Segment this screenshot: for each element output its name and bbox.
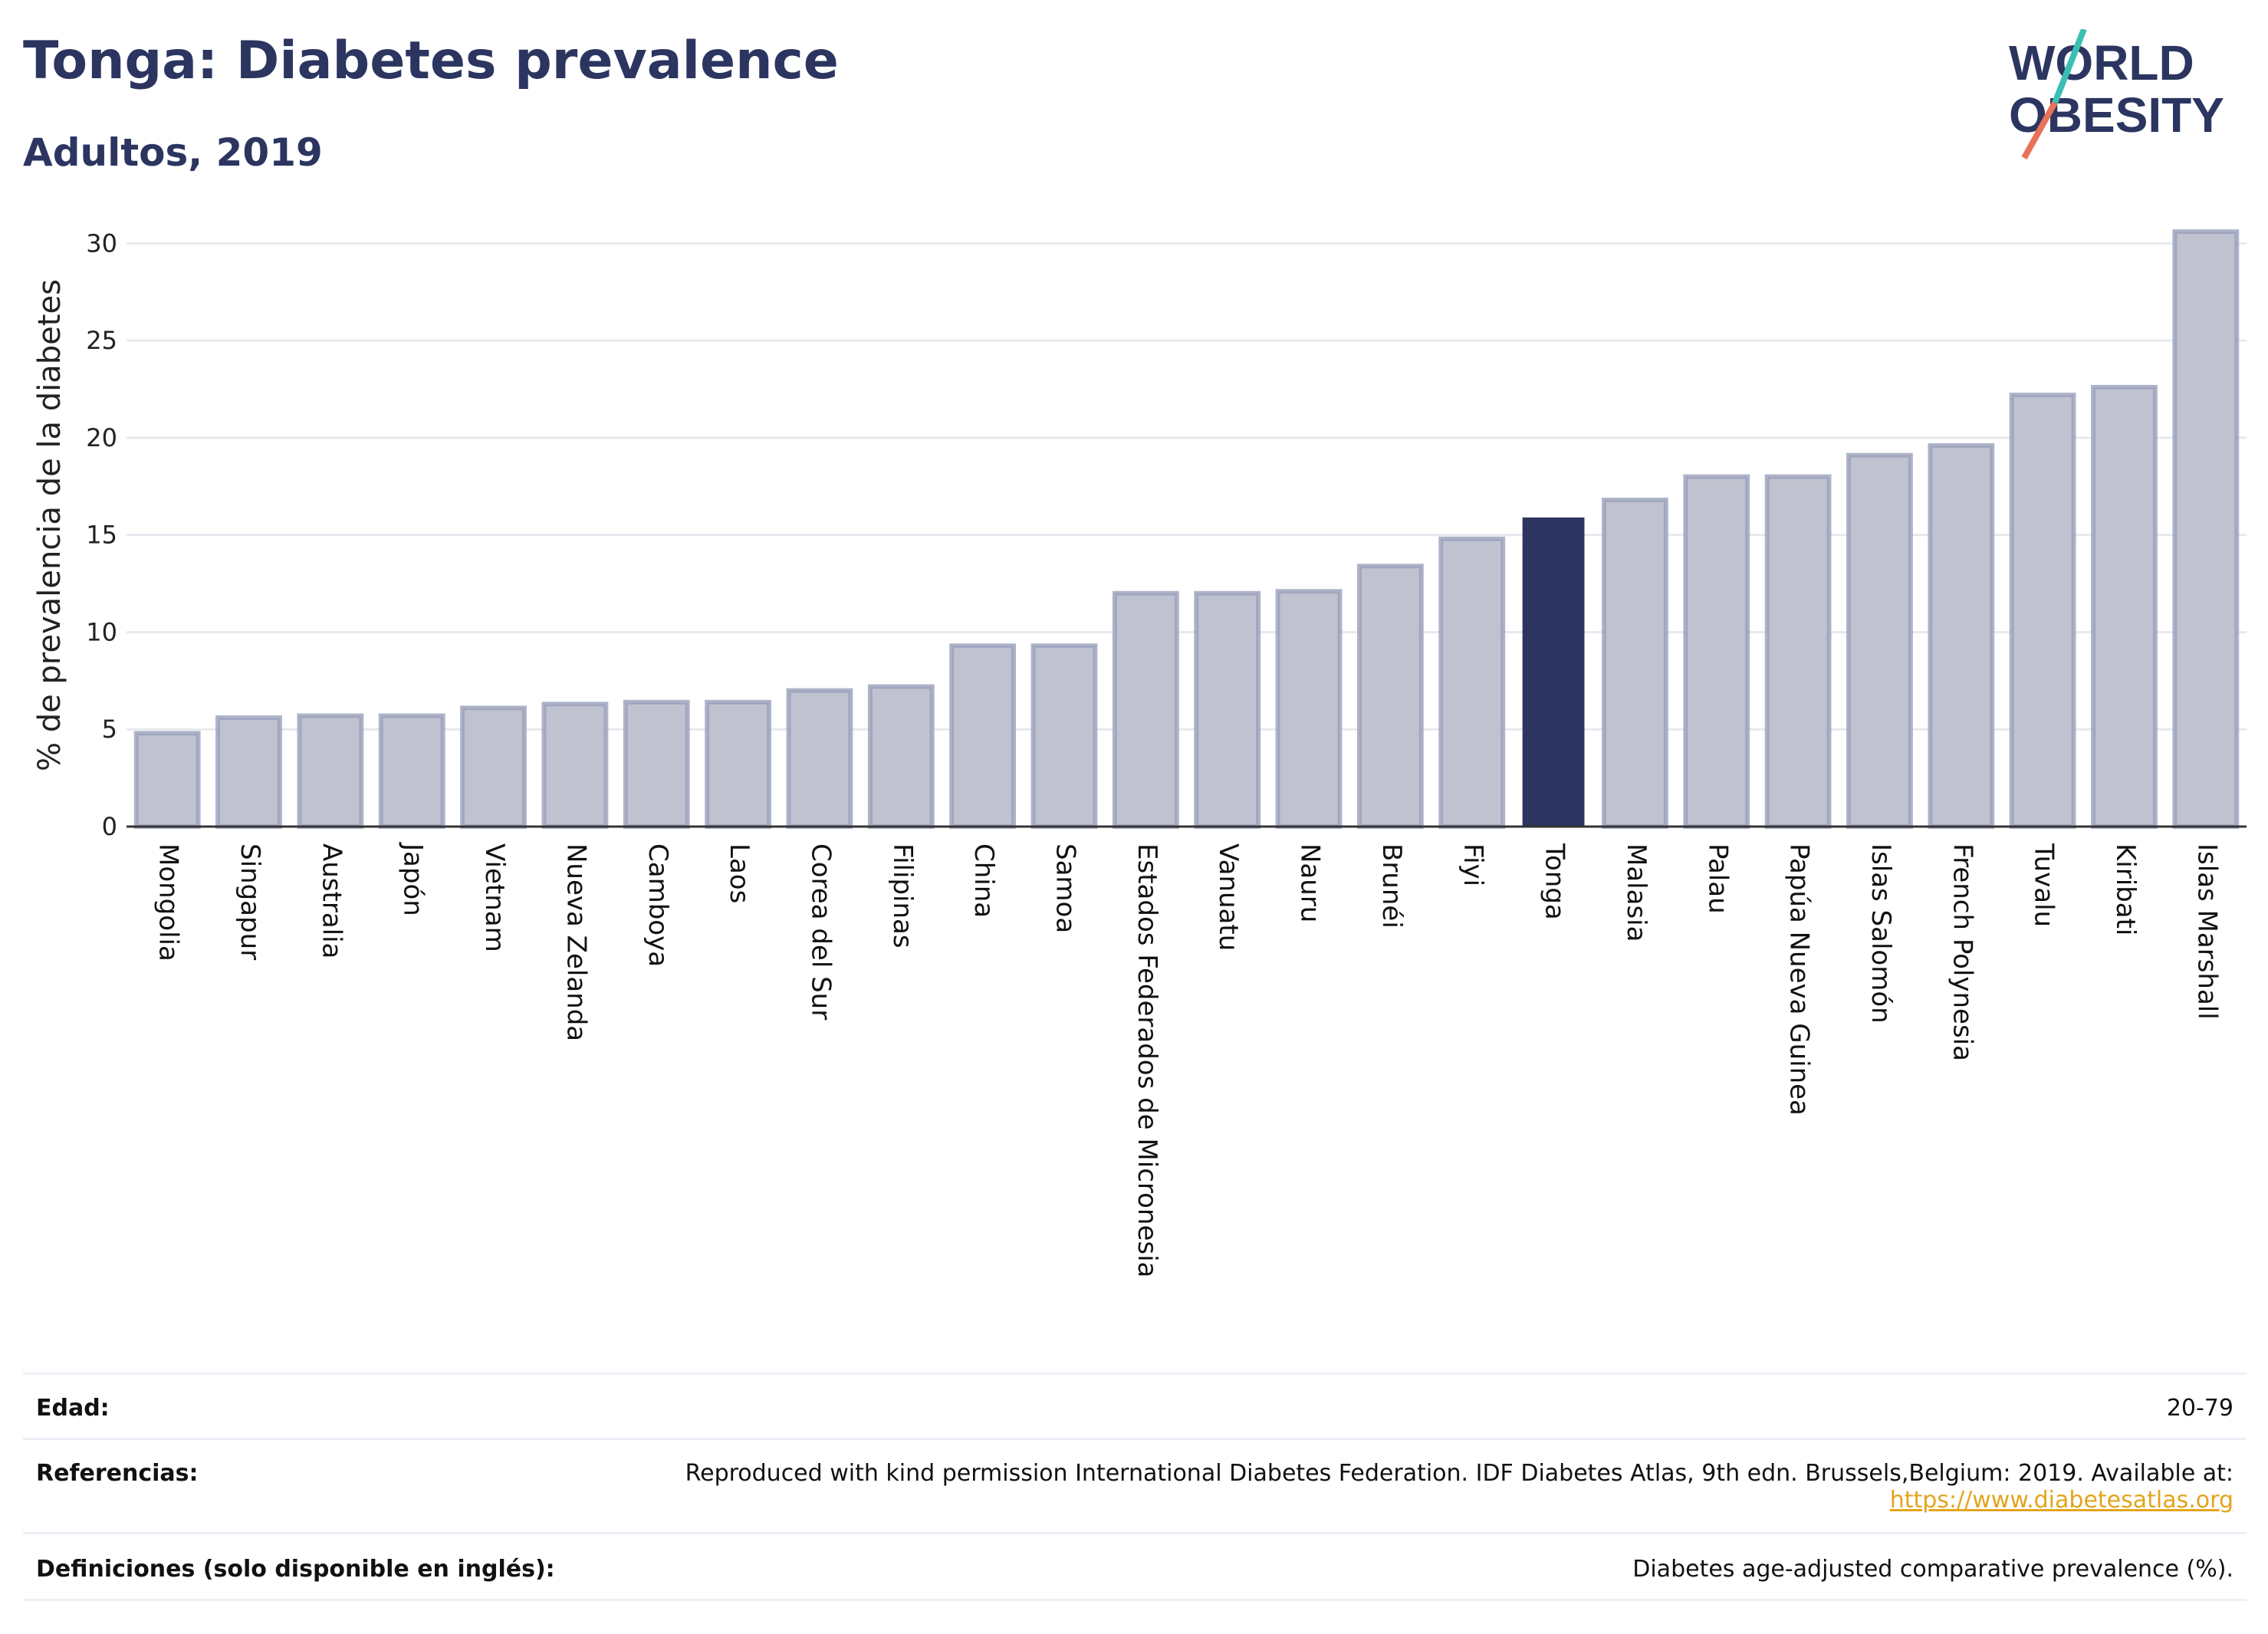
bar bbox=[1030, 643, 1098, 830]
x-tick-label: Islas Salomón bbox=[1865, 843, 1896, 1024]
references-link[interactable]: https://www.diabetesatlas.org bbox=[1889, 1487, 2233, 1514]
y-tick-label: 10 bbox=[86, 617, 117, 646]
x-tick-label: Papúa Nueva Guinea bbox=[1784, 843, 1815, 1116]
x-tick-label: Fiyi bbox=[1458, 843, 1488, 886]
x-tick-label: Malasia bbox=[1621, 843, 1652, 942]
bar bbox=[1683, 474, 1750, 829]
footer-row-definitions: Definiciones (solo disponible en inglés)… bbox=[23, 1532, 2247, 1601]
footer-table: Edad: 20-79 Referencias: Reproduced with… bbox=[23, 1373, 2247, 1601]
x-tick-label: French Polynesia bbox=[1947, 843, 1977, 1061]
bar bbox=[2091, 384, 2158, 829]
x-tick-label: Laos bbox=[724, 843, 754, 903]
bar bbox=[1928, 443, 1995, 829]
bar bbox=[1601, 498, 1668, 829]
bar bbox=[949, 643, 1017, 830]
x-tick-label: Filipinas bbox=[887, 843, 918, 949]
y-tick-label: 30 bbox=[86, 228, 117, 258]
definitions-label: Definiciones (solo disponible en inglés)… bbox=[36, 1556, 555, 1583]
chart-subtitle: Adultos, 2019 bbox=[23, 130, 323, 175]
bar-chart: 0 5 10 15 20 25 30 % de prevalencia de la diabe… bbox=[32, 228, 2247, 1277]
x-tick-label: Camboya bbox=[643, 843, 673, 967]
x-tick-label: Samoa bbox=[1050, 843, 1080, 933]
bar bbox=[786, 688, 853, 829]
bar-highlight bbox=[1522, 517, 1585, 827]
x-tick-label: Nueva Zelanda bbox=[560, 843, 591, 1041]
logo-slash-coral bbox=[2021, 101, 2058, 159]
bar bbox=[1846, 452, 1913, 829]
bar bbox=[541, 702, 609, 830]
references-text: Reproduced with kind permission Internat… bbox=[685, 1460, 2233, 1487]
footer-row-age: Edad: 20-79 bbox=[23, 1373, 2247, 1438]
bar bbox=[1764, 474, 1832, 829]
x-tick-label: Tonga bbox=[1540, 843, 1570, 920]
x-tick-label: Estados Federados de Micronesia bbox=[1132, 843, 1162, 1277]
x-tick-label: Palau bbox=[1702, 843, 1733, 914]
definitions-value: Diabetes age-adjusted comparative preval… bbox=[1632, 1556, 2233, 1583]
x-tick-label: Brunéi bbox=[1376, 843, 1407, 929]
x-tick-label: Mongolia bbox=[153, 843, 184, 962]
bar bbox=[1112, 590, 1179, 829]
logo-slash-teal bbox=[2052, 29, 2087, 104]
y-tick-label: 15 bbox=[86, 521, 117, 550]
age-label: Edad: bbox=[36, 1395, 110, 1422]
bar bbox=[460, 705, 527, 830]
bar bbox=[623, 699, 690, 829]
world-obesity-logo: WORLD OBESITY bbox=[2009, 29, 2224, 159]
y-tick-label: 25 bbox=[86, 326, 117, 355]
bar bbox=[1194, 590, 1261, 829]
x-tick-label: Islas Marshall bbox=[2191, 843, 2222, 1020]
x-tick-label: China bbox=[968, 843, 999, 918]
x-tick-label: Tuvalu bbox=[2029, 843, 2059, 927]
bar bbox=[867, 684, 935, 830]
y-tick-label: 0 bbox=[102, 812, 117, 841]
y-tick-label: 20 bbox=[86, 423, 117, 452]
x-tick-label: Japón bbox=[398, 842, 429, 916]
bar bbox=[2172, 229, 2240, 830]
bar bbox=[133, 731, 201, 829]
age-value: 20-79 bbox=[2166, 1395, 2233, 1422]
bar bbox=[1356, 564, 1424, 830]
bar bbox=[297, 713, 364, 829]
chart-title: Tonga: Diabetes prevalence bbox=[23, 31, 839, 91]
bar bbox=[2009, 393, 2076, 829]
x-tick-label: Vietnam bbox=[479, 843, 510, 952]
footer-row-references: Referencias: Reproduced with kind permis… bbox=[23, 1438, 2247, 1532]
bar bbox=[378, 713, 445, 829]
x-tick-label: Australia bbox=[316, 843, 347, 958]
x-tick-label: Corea del Sur bbox=[805, 843, 836, 1020]
y-tick-label: 5 bbox=[102, 715, 117, 744]
references-label: Referencias: bbox=[36, 1460, 199, 1487]
bar bbox=[215, 715, 282, 829]
x-tick-label: Vanuatu bbox=[1213, 843, 1244, 951]
references-value: Reproduced with kind permission Internat… bbox=[685, 1460, 2233, 1514]
bar bbox=[1275, 589, 1343, 830]
bar bbox=[705, 699, 772, 829]
bar bbox=[1438, 536, 1506, 830]
logo-line1: WORLD bbox=[2009, 35, 2194, 90]
x-tick-label: Kiribati bbox=[2110, 843, 2141, 935]
x-tick-label: Nauru bbox=[1295, 843, 1326, 922]
x-tick-label: Singapur bbox=[235, 843, 265, 960]
y-axis-label: % de prevalencia de la diabetes bbox=[32, 279, 67, 771]
